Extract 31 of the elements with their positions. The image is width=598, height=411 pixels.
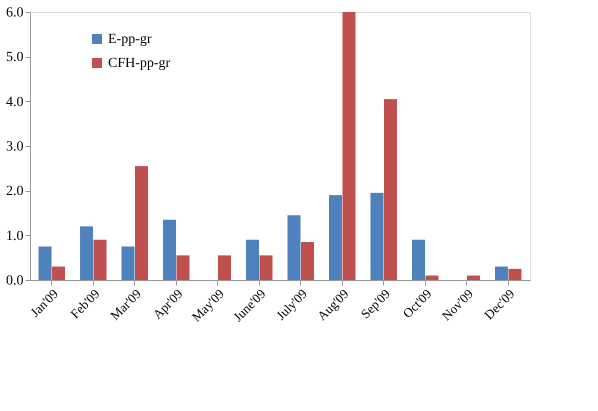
bar — [176, 255, 190, 280]
bar — [259, 255, 272, 280]
bar — [466, 276, 480, 280]
y-tick-label: 3.0 — [6, 140, 24, 154]
bar — [342, 12, 356, 280]
y-tick-label: 0.0 — [6, 274, 24, 288]
bar — [218, 255, 231, 280]
bar — [384, 99, 397, 280]
y-tick-label: 5.0 — [6, 50, 24, 66]
bar — [246, 240, 260, 280]
bar — [80, 226, 94, 280]
bar — [135, 166, 148, 280]
bar — [412, 240, 425, 280]
bar — [494, 266, 508, 280]
y-tick-label: 1.0 — [6, 228, 24, 244]
bar — [52, 266, 66, 280]
y-tick-label: 4.0 — [6, 94, 24, 110]
bar — [163, 220, 176, 280]
bar — [370, 192, 384, 280]
legend-label: E-pp-gr — [108, 32, 152, 47]
bar — [94, 240, 107, 280]
bar — [122, 246, 135, 280]
y-tick-label: 2.0 — [6, 184, 24, 200]
bar — [425, 276, 438, 280]
legend-label: CFH-pp-gr — [108, 56, 171, 71]
bar — [329, 195, 342, 280]
bar — [38, 246, 52, 280]
bar — [508, 268, 522, 280]
bar — [288, 215, 301, 280]
y-tick-label: 6.0 — [6, 6, 24, 20]
bar — [300, 242, 314, 280]
